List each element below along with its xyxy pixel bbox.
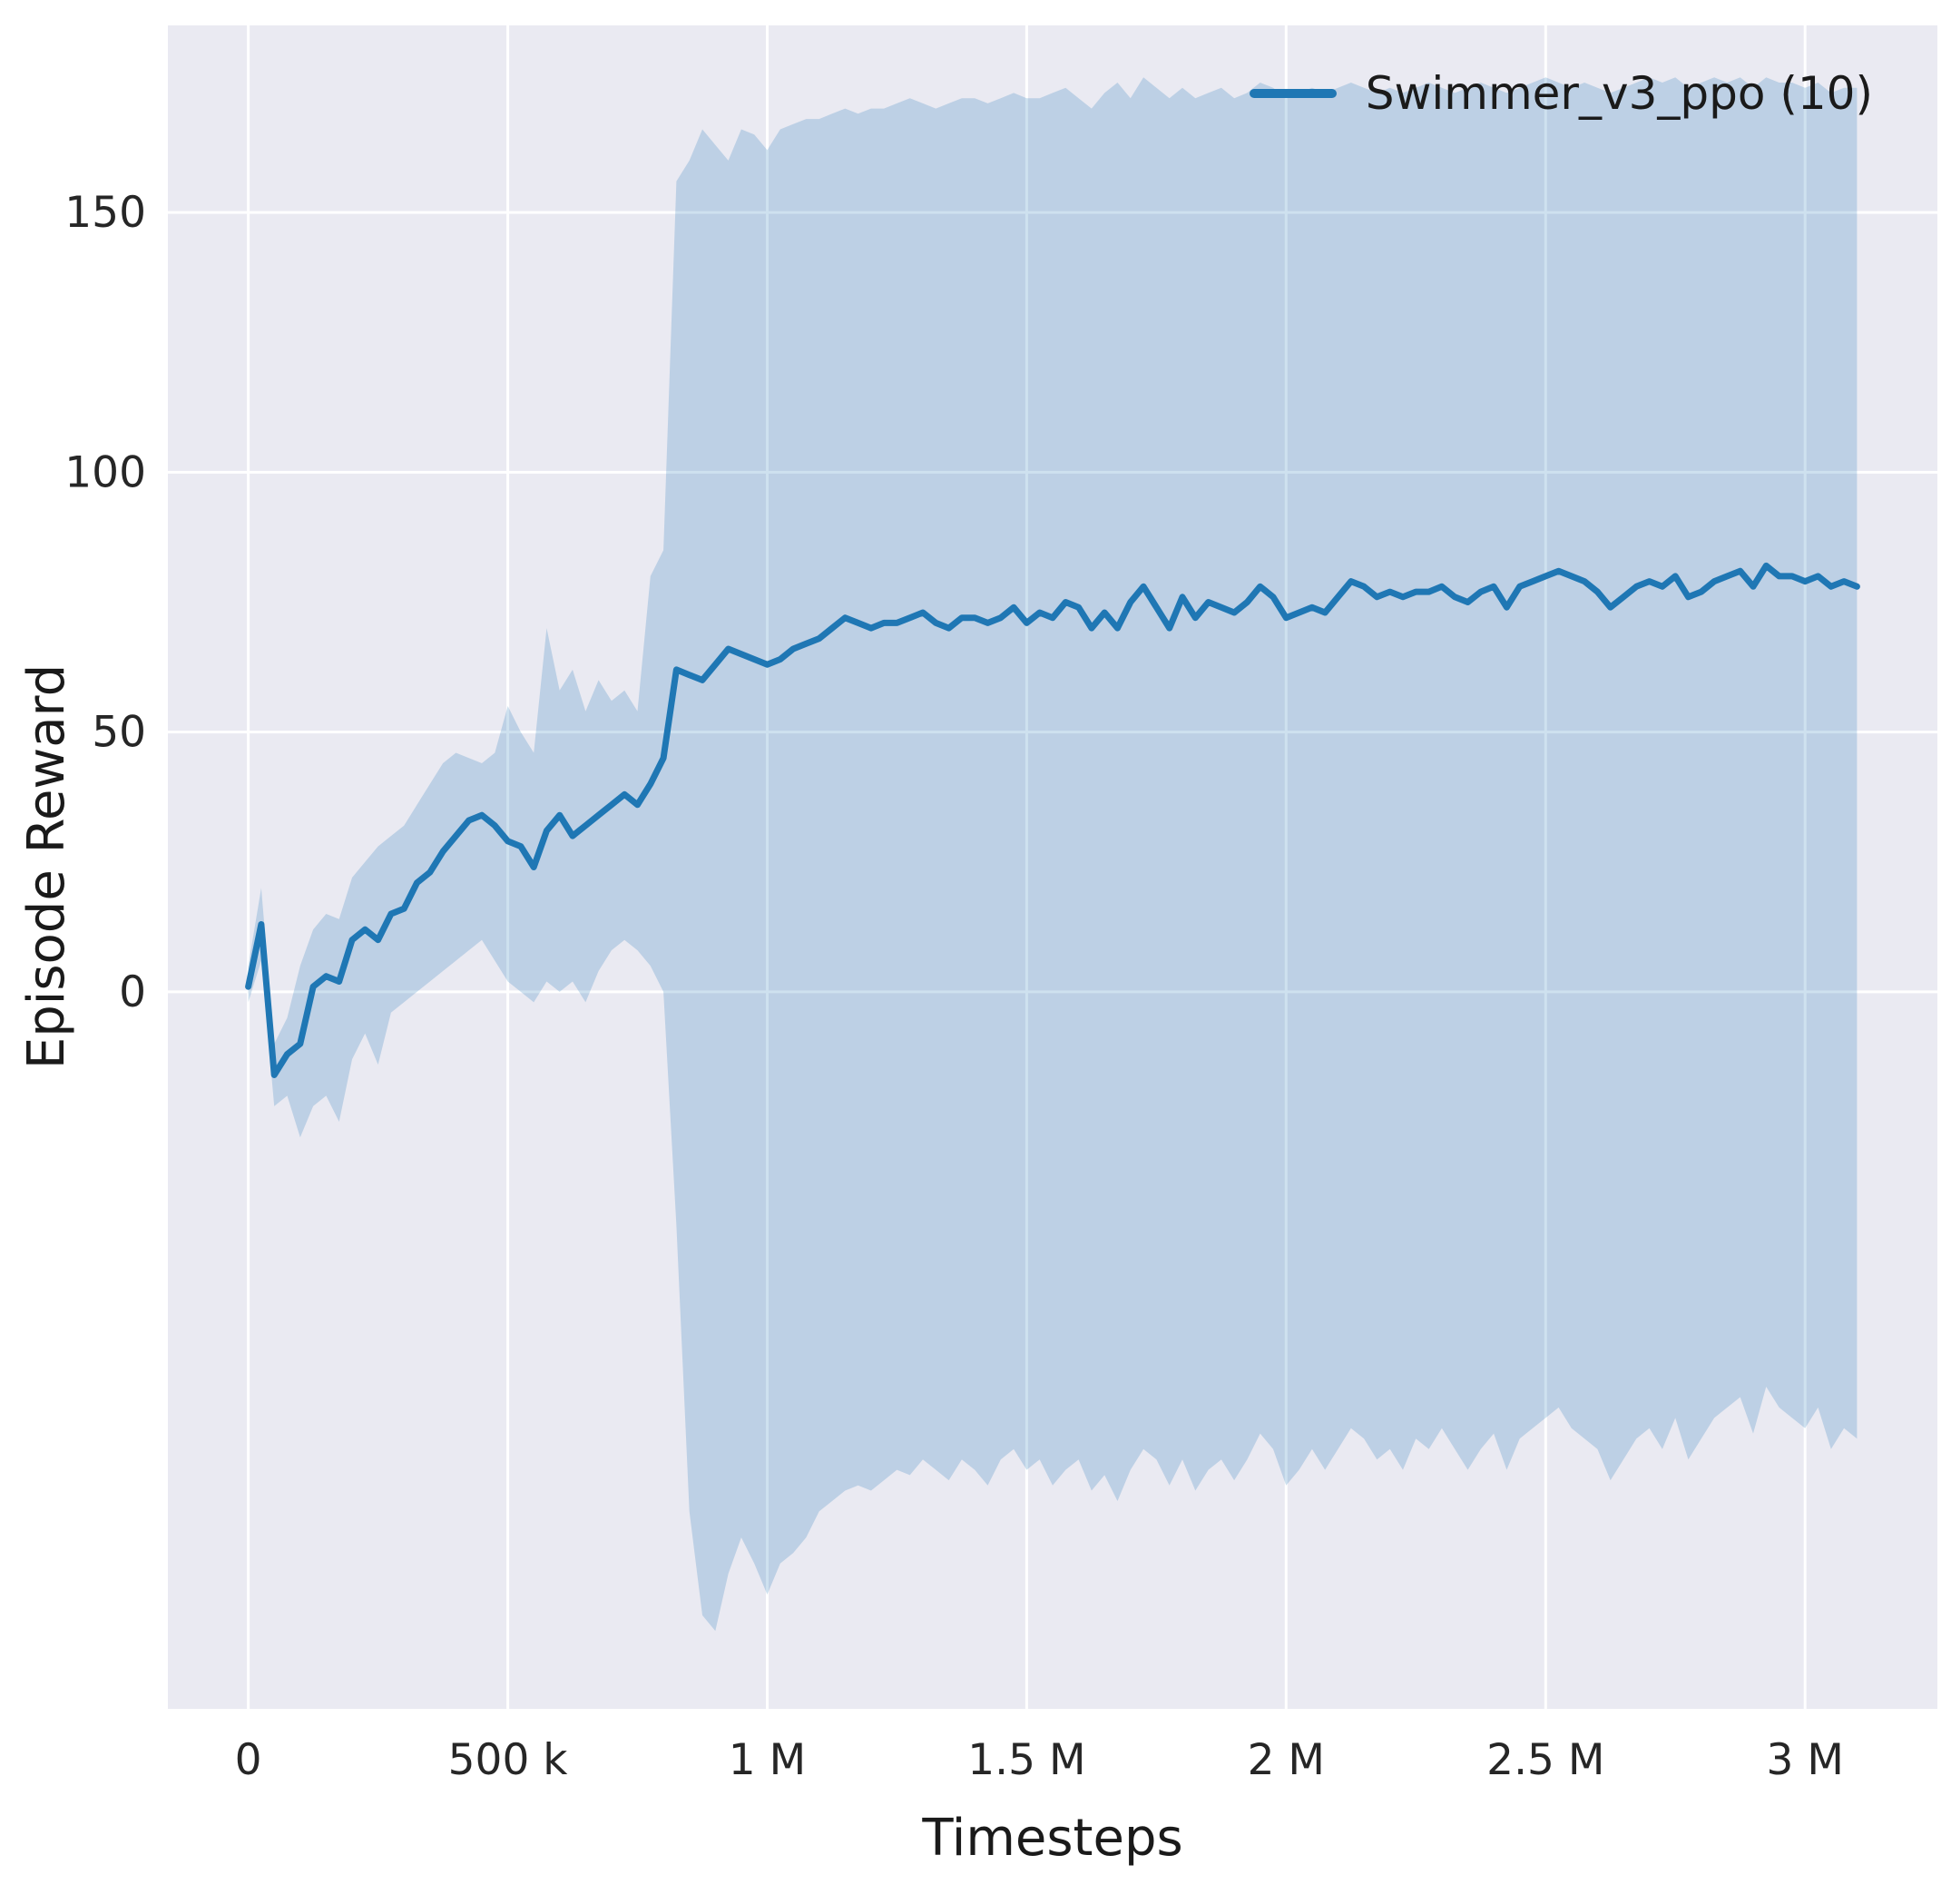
y-tick-label: 100 [64, 447, 146, 497]
mean-reward-line [245, 562, 1860, 1078]
x-tick-label: 2.5 M [1486, 1735, 1604, 1785]
x-tick-label: 0 [235, 1735, 262, 1785]
y-axis-label: Episode Reward [17, 663, 76, 1070]
y-tick-label: 50 [92, 708, 146, 758]
x-tick-label: 3 M [1766, 1735, 1843, 1785]
legend-label: Swimmer_v3_ppo (10) [1365, 67, 1873, 120]
legend: Swimmer_v3_ppo (10) [1249, 67, 1873, 120]
plot-area [168, 25, 1937, 1709]
x-tick-label: 500 k [448, 1735, 569, 1785]
legend-line-swatch [1249, 89, 1337, 98]
x-tick-label: 2 M [1248, 1735, 1325, 1785]
x-axis-label: Timesteps [922, 1809, 1183, 1868]
x-tick-label: 1.5 M [967, 1735, 1085, 1785]
x-tick-label: 1 M [729, 1735, 806, 1785]
y-tick-label: 0 [119, 967, 146, 1017]
y-tick-label: 150 [64, 188, 146, 238]
confidence-band [248, 77, 1858, 1632]
